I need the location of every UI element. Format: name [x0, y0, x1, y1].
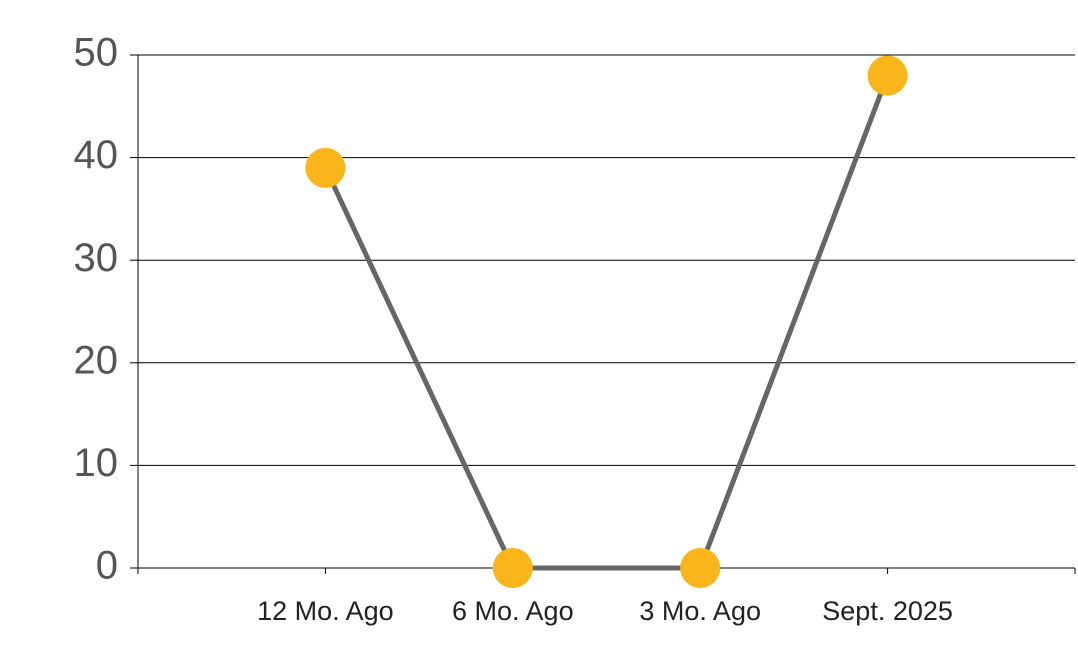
marker: [305, 147, 346, 188]
y-tick-label: 50: [74, 31, 119, 75]
x-tick-label: Sept. 2025: [822, 596, 953, 626]
y-tick-label: 40: [74, 133, 119, 177]
y-tick-label: 0: [96, 544, 118, 588]
x-tick-label: 12 Mo. Ago: [257, 596, 394, 626]
marker: [680, 548, 721, 588]
y-tick-label: 10: [74, 441, 119, 485]
x-tick-label: 3 Mo. Ago: [639, 596, 761, 626]
marker: [492, 548, 533, 588]
line: [323, 74, 890, 571]
y-tick-label: 20: [74, 338, 119, 382]
x-tick-label: 6 Mo. Ago: [452, 596, 574, 626]
y-tick-label: 30: [74, 236, 119, 280]
marker: [867, 55, 908, 96]
